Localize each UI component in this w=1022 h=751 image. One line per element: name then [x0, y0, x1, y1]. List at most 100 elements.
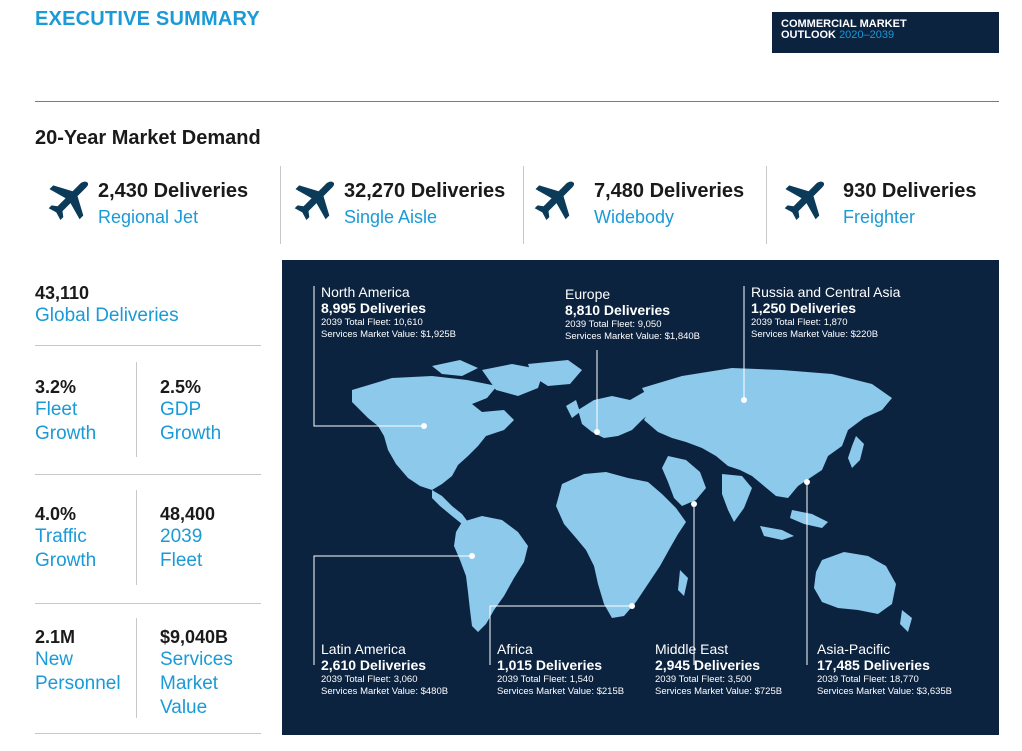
category-label: Single Aisle [344, 207, 438, 227]
region-fleet: 2039 Total Fleet: 1,540 [497, 674, 594, 685]
stat-label-2: Growth [35, 550, 97, 571]
airplane-icon [780, 178, 828, 226]
stat-traffic-growth: 4.0% Traffic Growth [35, 504, 96, 573]
region-africa: Africa 1,015 Deliveries 2039 Total Fleet… [497, 641, 624, 698]
callout-dots [421, 397, 810, 609]
stat-global-deliveries: 43,110 Global Deliveries [35, 283, 179, 328]
region-deliveries: 1,015 Deliveries [497, 657, 603, 673]
region-name: Latin America [321, 641, 406, 657]
region-services: Services Market Value: $215B [497, 686, 625, 697]
category-regional-jet: 2,430 Deliveries Regional Jet [44, 176, 274, 244]
stat-label-2: Market [160, 673, 219, 694]
stat-value: 2.1M [35, 627, 76, 647]
region-deliveries: 2,610 Deliveries [321, 657, 427, 673]
region-fleet: 2039 Total Fleet: 18,770 [817, 674, 919, 685]
stat-label-1: New [35, 649, 74, 670]
region-asia-pacific: Asia-Pacific 17,485 Deliveries 2039 Tota… [817, 641, 952, 698]
stat-divider [136, 618, 137, 718]
page-title: EXECUTIVE SUMMARY [35, 8, 260, 30]
badge-line-2: OUTLOOK 2020–2039 [781, 29, 895, 41]
badge-line-1: COMMERCIAL MARKET [781, 18, 907, 30]
category-divider [280, 166, 281, 244]
category-divider [523, 166, 524, 244]
region-deliveries: 8,810 Deliveries [565, 302, 671, 318]
stat-divider [35, 603, 261, 604]
stat-value: 43,110 [35, 283, 90, 303]
stat-value: 4.0% [35, 504, 77, 524]
report-badge: COMMERCIAL MARKET OUTLOOK 2020–2039 [772, 12, 999, 53]
stat-label-1: Fleet [35, 399, 78, 420]
category-divider [766, 166, 767, 244]
region-services: Services Market Value: $220B [751, 329, 879, 340]
region-fleet: 2039 Total Fleet: 3,500 [655, 674, 752, 685]
region-name: Europe [565, 286, 611, 302]
region-services: Services Market Value: $725B [655, 686, 783, 697]
world-map: North America 8,995 Deliveries 2039 Tota… [282, 260, 999, 735]
stat-label-1: 2039 [160, 526, 203, 547]
region-deliveries: 17,485 Deliveries [817, 657, 930, 673]
region-name: Middle East [655, 641, 729, 657]
region-north-america: North America 8,995 Deliveries 2039 Tota… [321, 284, 456, 341]
region-services: Services Market Value: $1,840B [565, 331, 701, 342]
stat-gdp-growth: 2.5% GDP Growth [160, 377, 221, 446]
stat-label-1: Traffic [35, 526, 87, 547]
region-name: North America [321, 284, 410, 300]
stat-value: 2.5% [160, 377, 202, 397]
deliveries-value: 32,270 Deliveries [344, 180, 506, 202]
stat-value: $9,040B [160, 627, 229, 647]
stat-value: 3.2% [35, 377, 77, 397]
region-europe: Europe 8,810 Deliveries 2039 Total Fleet… [565, 286, 700, 343]
stat-label-3: Value [160, 697, 208, 718]
section-title: 20-Year Market Demand [35, 127, 261, 149]
category-label: Widebody [594, 207, 675, 227]
region-services: Services Market Value: $3,635B [817, 686, 953, 697]
continents [352, 360, 912, 632]
stat-fleet-growth: 3.2% Fleet Growth [35, 377, 96, 446]
stat-label-1: Services [160, 649, 233, 670]
stat-divider [136, 362, 137, 457]
deliveries-value: 930 Deliveries [843, 180, 977, 202]
region-name: Russia and Central Asia [751, 284, 901, 300]
stat-divider [35, 345, 261, 346]
airplane-icon [290, 178, 338, 226]
region-services: Services Market Value: $1,925B [321, 329, 457, 340]
region-fleet: 2039 Total Fleet: 10,610 [321, 317, 423, 328]
region-middle-east: Middle East 2,945 Deliveries 2039 Total … [655, 641, 782, 698]
stat-value: 48,400 [160, 504, 216, 524]
badge-years: 2020–2039 [839, 29, 895, 41]
header-rule [35, 101, 999, 102]
region-fleet: 2039 Total Fleet: 3,060 [321, 674, 418, 685]
category-label: Regional Jet [98, 207, 199, 227]
category-single-aisle: 32,270 Deliveries Single Aisle [290, 176, 520, 244]
stat-divider [35, 474, 261, 475]
stat-divider [136, 490, 137, 585]
stat-new-personnel: 2.1M New Personnel [35, 627, 121, 696]
stat-label: Global Deliveries [35, 305, 179, 326]
category-freighter: 930 Deliveries Freighter [780, 176, 1000, 244]
world-map-graphic [313, 286, 912, 665]
deliveries-value: 2,430 Deliveries [98, 180, 249, 202]
deliveries-value: 7,480 Deliveries [594, 180, 745, 202]
stat-label-1: GDP [160, 399, 202, 420]
stat-label-2: Growth [35, 423, 97, 444]
category-widebody: 7,480 Deliveries Widebody [530, 176, 760, 244]
stat-2039-fleet: 48,400 2039 Fleet [160, 504, 215, 573]
airplane-icon [44, 178, 92, 226]
stat-label-2: Personnel [35, 673, 121, 694]
airplane-icon [530, 178, 578, 226]
region-deliveries: 2,945 Deliveries [655, 657, 761, 673]
category-label: Freighter [843, 207, 916, 227]
region-deliveries: 8,995 Deliveries [321, 300, 427, 316]
stat-label-2: Growth [160, 423, 222, 444]
stat-services-market: $9,040B Services Market Value [160, 627, 233, 720]
stat-divider [35, 733, 261, 734]
region-fleet: 2039 Total Fleet: 9,050 [565, 319, 662, 330]
region-russia-central-asia: Russia and Central Asia 1,250 Deliveries… [751, 284, 900, 341]
region-latin-america: Latin America 2,610 Deliveries 2039 Tota… [321, 641, 448, 698]
stat-label-2: Fleet [160, 550, 203, 571]
region-services: Services Market Value: $480B [321, 686, 449, 697]
region-name: Africa [497, 641, 533, 657]
region-name: Asia-Pacific [817, 641, 891, 657]
callout-lines [313, 286, 808, 665]
region-fleet: 2039 Total Fleet: 1,870 [751, 317, 848, 328]
